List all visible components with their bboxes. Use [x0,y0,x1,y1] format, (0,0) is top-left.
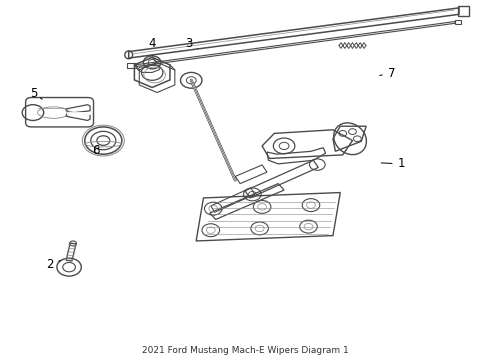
Text: 6: 6 [92,144,100,157]
Text: 2021 Ford Mustang Mach-E Wipers Diagram 1: 2021 Ford Mustang Mach-E Wipers Diagram … [142,346,348,355]
Text: 1: 1 [381,157,405,170]
Text: 7: 7 [380,67,395,80]
Text: 4: 4 [148,36,156,55]
Text: 2: 2 [46,258,61,271]
Text: 5: 5 [30,87,42,100]
Text: 3: 3 [185,36,197,50]
